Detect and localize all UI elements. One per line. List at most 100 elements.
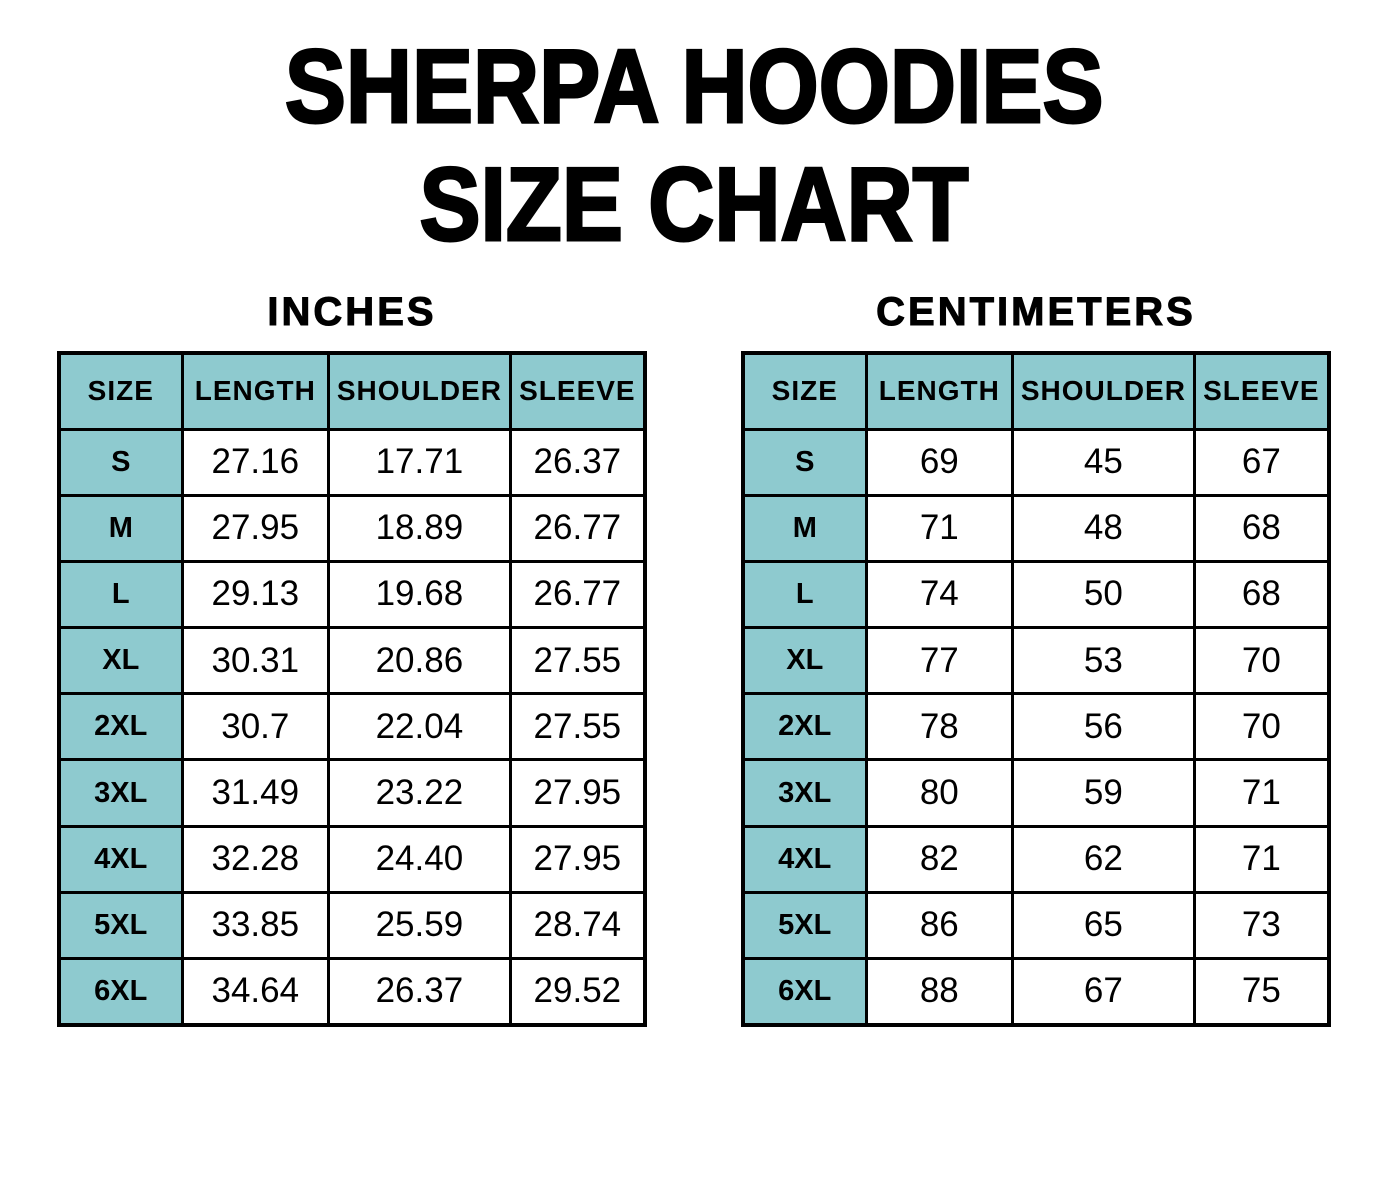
value-cell: 27.55 (508, 626, 647, 696)
table-row: 2XL 78 56 70 (741, 692, 1331, 762)
value-cell: 26.37 (327, 956, 512, 1027)
page-title-line-2: SIZE CHART (418, 146, 970, 265)
header-length: LENGTH (864, 351, 1015, 431)
value-cell: 70 (1192, 692, 1331, 762)
size-cell: S (57, 427, 184, 497)
value-cell: 34.64 (180, 956, 331, 1027)
value-cell: 26.37 (508, 427, 647, 497)
value-cell: 29.13 (180, 559, 331, 630)
size-cell: 5XL (57, 890, 184, 961)
table-row: M 27.95 18.89 26.77 (57, 493, 647, 563)
table-row: 3XL 80 59 71 (741, 758, 1331, 828)
size-cell: 6XL (741, 956, 868, 1027)
value-cell: 59 (1011, 758, 1196, 828)
value-cell: 27.95 (508, 824, 647, 894)
value-cell: 33.85 (180, 890, 331, 961)
table-row: S 27.16 17.71 26.37 (57, 427, 647, 497)
value-cell: 18.89 (327, 493, 512, 563)
table-row: L 29.13 19.68 26.77 (57, 559, 647, 630)
header-sleeve: SLEEVE (1192, 351, 1331, 431)
inches-table: SIZE LENGTH SHOULDER SLEEVE S 27.16 17.71 2… (57, 351, 647, 1027)
size-cell: S (741, 427, 868, 497)
centimeters-label: CENTIMETERS (876, 290, 1196, 335)
value-cell: 30.31 (180, 626, 331, 696)
size-cell: L (57, 559, 184, 630)
value-cell: 67 (1011, 956, 1196, 1027)
value-cell: 68 (1192, 559, 1331, 630)
value-cell: 29.52 (508, 956, 647, 1027)
size-cell: L (741, 559, 868, 630)
header-shoulder: SHOULDER (327, 351, 512, 431)
tables-row: INCHES SIZE LENGTH SHOULDER SLEEVE S 27.1… (0, 290, 1388, 1027)
header-size: SIZE (57, 351, 184, 431)
size-cell: M (57, 493, 184, 563)
value-cell: 88 (864, 956, 1015, 1027)
value-cell: 20.86 (327, 626, 512, 696)
value-cell: 80 (864, 758, 1015, 828)
header-shoulder: SHOULDER (1011, 351, 1196, 431)
inches-table-header: SIZE LENGTH SHOULDER SLEEVE (57, 351, 647, 431)
value-cell: 86 (864, 890, 1015, 961)
size-cell: 5XL (741, 890, 868, 961)
value-cell: 67 (1192, 427, 1331, 497)
value-cell: 27.55 (508, 692, 647, 762)
value-cell: 70 (1192, 626, 1331, 696)
header-length: LENGTH (180, 351, 331, 431)
value-cell: 78 (864, 692, 1015, 762)
table-row: XL 77 53 70 (741, 626, 1331, 696)
size-cell: 4XL (741, 824, 868, 894)
value-cell: 27.95 (180, 493, 331, 563)
value-cell: 30.7 (180, 692, 331, 762)
value-cell: 53 (1011, 626, 1196, 696)
table-row: L 74 50 68 (741, 559, 1331, 630)
size-cell: 6XL (57, 956, 184, 1027)
table-row: M 71 48 68 (741, 493, 1331, 563)
inches-label: INCHES (267, 290, 437, 335)
table-row: 5XL 33.85 25.59 28.74 (57, 890, 647, 961)
value-cell: 73 (1192, 890, 1331, 961)
inches-table-body: S 27.16 17.71 26.37 M 27.95 18.89 26.77 L 29.13 19… (57, 427, 647, 1027)
value-cell: 19.68 (327, 559, 512, 630)
value-cell: 28.74 (508, 890, 647, 961)
value-cell: 27.16 (180, 427, 331, 497)
size-cell: 4XL (57, 824, 184, 894)
value-cell: 26.77 (508, 559, 647, 630)
centimeters-section: CENTIMETERS SIZE LENGTH SHOULDER SLEEVE … (741, 290, 1331, 1027)
value-cell: 62 (1011, 824, 1196, 894)
value-cell: 71 (1192, 824, 1331, 894)
value-cell: 71 (864, 493, 1015, 563)
centimeters-table-body: S 69 45 67 M 71 48 68 L 74 50 68 XL 77 53 70 2XL 78 56 70 3X… (741, 427, 1331, 1027)
inches-section: INCHES SIZE LENGTH SHOULDER SLEEVE S 27.1… (57, 290, 647, 1027)
value-cell: 45 (1011, 427, 1196, 497)
value-cell: 82 (864, 824, 1015, 894)
table-row: 4XL 82 62 71 (741, 824, 1331, 894)
value-cell: 24.40 (327, 824, 512, 894)
size-cell: 2XL (741, 692, 868, 762)
table-row: S 69 45 67 (741, 427, 1331, 497)
table-row: XL 30.31 20.86 27.55 (57, 626, 647, 696)
value-cell: 48 (1011, 493, 1196, 563)
value-cell: 68 (1192, 493, 1331, 563)
table-row: 3XL 31.49 23.22 27.95 (57, 758, 647, 828)
value-cell: 32.28 (180, 824, 331, 894)
value-cell: 31.49 (180, 758, 331, 828)
size-cell: M (741, 493, 868, 563)
size-cell: XL (741, 626, 868, 696)
value-cell: 26.77 (508, 493, 647, 563)
value-cell: 25.59 (327, 890, 512, 961)
value-cell: 74 (864, 559, 1015, 630)
table-row: 2XL 30.7 22.04 27.55 (57, 692, 647, 762)
page-title: SHERPA HOODIES SIZE CHART (0, 28, 1388, 265)
header-sleeve: SLEEVE (508, 351, 647, 431)
value-cell: 50 (1011, 559, 1196, 630)
size-cell: 2XL (57, 692, 184, 762)
value-cell: 56 (1011, 692, 1196, 762)
value-cell: 23.22 (327, 758, 512, 828)
header-row: SIZE LENGTH SHOULDER SLEEVE (741, 351, 1331, 431)
value-cell: 17.71 (327, 427, 512, 497)
centimeters-table-header: SIZE LENGTH SHOULDER SLEEVE (741, 351, 1331, 431)
size-cell: 3XL (57, 758, 184, 828)
value-cell: 69 (864, 427, 1015, 497)
value-cell: 27.95 (508, 758, 647, 828)
header-size: SIZE (741, 351, 868, 431)
